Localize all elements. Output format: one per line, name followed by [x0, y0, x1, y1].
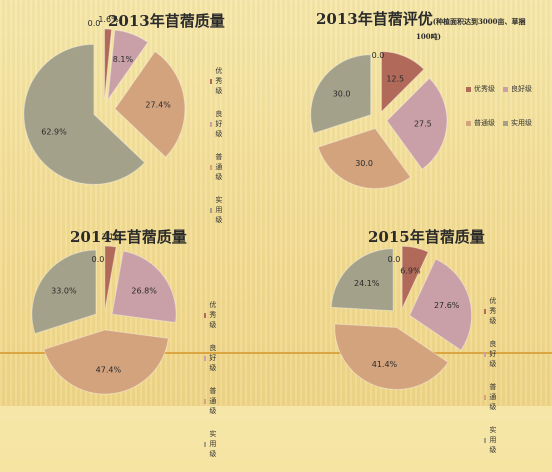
data-label: 27.5 [414, 120, 432, 129]
legend-item: 普通级 [484, 382, 499, 412]
legend-label: 优秀级 [209, 301, 217, 329]
legend-item: 良好级 [204, 343, 219, 373]
pie-slice-2 [107, 29, 149, 102]
data-label: 27.6% [434, 301, 460, 310]
pie-slice-2 [409, 258, 473, 351]
pie-chart-2014-quality: 3.1% 26.8% 47.4% 33.0% 0.0 [31, 232, 177, 395]
chart-title: 2013年苜蓿质量 [108, 12, 225, 30]
legend-2013-quality: 优秀级良好级普通级实用级 [210, 66, 225, 238]
legend-item: 实用级 [503, 118, 532, 128]
legend-label: 实用级 [489, 426, 497, 454]
chart-subtitle-line1: (种植面积达到3000亩、草捆 [432, 17, 526, 26]
legend-2013-evaluation: 优秀级 良好级普通级 实用级 [466, 84, 546, 128]
legend-swatch [484, 394, 487, 400]
pie-slice-4 [310, 54, 372, 134]
legend-swatch [484, 351, 487, 357]
legend-swatch [466, 120, 471, 126]
pie-slice-1 [104, 245, 117, 311]
legend-swatch [210, 121, 213, 127]
data-label: 6.9% [400, 267, 421, 276]
data-label: 12.5 [386, 74, 404, 83]
data-label: 8.1% [113, 55, 134, 64]
chart-title-main: 2013年苜蓿评优 [316, 10, 433, 28]
legend-swatch [204, 312, 207, 318]
pie-chart-2015-quality: 6.9% 27.6% 41.4% 24.1% 0.0 [330, 245, 473, 390]
data-label: 3.1% [101, 232, 122, 241]
legend-swatch [204, 441, 207, 447]
pie-slice-1 [104, 28, 113, 100]
data-label: 47.4% [96, 365, 122, 374]
legend-label: 普通级 [215, 153, 223, 181]
legend-label: 优秀级 [489, 297, 497, 325]
chart-title: 2015年苜蓿质量 [368, 228, 485, 246]
legend-item: 良好级 [484, 339, 499, 369]
data-label: 26.8% [131, 287, 157, 296]
pie-slice-1 [401, 245, 429, 309]
legend-item: 实用级 [210, 195, 225, 225]
legend-swatch [503, 86, 508, 92]
legend-label: 优秀级 [215, 67, 223, 95]
legend-item: 普通级 [466, 118, 495, 128]
legend-item: 良好级 [210, 109, 225, 139]
legend-item: 良好级 [503, 84, 532, 94]
pie-slice-2 [386, 77, 448, 170]
legend-item: 实用级 [484, 425, 499, 455]
legend-label: 普通级 [489, 383, 497, 411]
pie-slice-4 [31, 249, 97, 335]
data-label: 1.6% [98, 15, 119, 24]
pie-slice-3 [43, 329, 169, 395]
legend-item: 优秀级 [466, 84, 495, 94]
data-label: 41.4% [372, 360, 398, 369]
pie-chart-2013-evaluation: 12.5 27.5 30.0 30.0 0.0 [310, 51, 448, 190]
legend-label: 良好级 [209, 344, 217, 372]
data-label: 24.1% [354, 279, 380, 288]
data-label: 30.0 [355, 159, 373, 168]
legend-label: 优秀级 [474, 85, 495, 93]
pie-slice-1 [380, 51, 425, 113]
pie-slice-4 [23, 43, 146, 185]
chart-subtitle-line2: 100吨) [416, 32, 441, 41]
legend-label: 普通级 [474, 119, 495, 127]
legend-label: 良好级 [511, 85, 532, 93]
data-label: 27.4% [145, 101, 171, 110]
data-label: 30.0 [333, 90, 351, 99]
legend-item: 优秀级 [210, 66, 225, 96]
data-label: 33.0% [51, 287, 77, 296]
legend-label: 良好级 [489, 340, 497, 368]
divider-line [0, 352, 552, 354]
data-label-zero: 0.0 [92, 255, 105, 264]
legend-swatch [204, 398, 207, 404]
data-label-zero: 0.0 [88, 19, 101, 28]
chart-title: 2014年苜蓿质量 [70, 228, 187, 246]
legend-item: 实用级 [204, 429, 219, 459]
legend-label: 实用级 [511, 119, 532, 127]
legend-swatch [503, 120, 508, 126]
legend-label: 良好级 [215, 110, 223, 138]
legend-item: 优秀级 [204, 300, 219, 330]
legend-item: 普通级 [210, 152, 225, 182]
legend-label: 实用级 [215, 196, 223, 224]
legend-2015-quality: 优秀级良好级普通级实用级 [484, 296, 499, 468]
pie-chart-2013-quality: 1.6% 8.1% 27.4% 62.9% 0.0 [23, 15, 186, 185]
pie-slice-3 [317, 127, 412, 190]
legend-swatch [484, 437, 487, 443]
pie-slice-3 [114, 50, 186, 158]
legend-swatch [210, 78, 213, 84]
legend-swatch [484, 308, 487, 314]
pie-slice-4 [330, 248, 394, 312]
chart-title: 2013年苜蓿评优(种植面积达到3000亩、草捆 [316, 8, 526, 29]
legend-swatch [210, 207, 213, 213]
legend-item: 优秀级 [484, 296, 499, 326]
legend-swatch [204, 355, 207, 361]
data-label-zero: 0.0 [372, 51, 385, 60]
pie-slice-3 [334, 323, 449, 390]
pie-slice-2 [111, 250, 177, 324]
data-label: 62.9% [41, 127, 67, 136]
legend-swatch [210, 164, 213, 170]
data-label-zero: 0.0 [388, 255, 401, 264]
legend-swatch [466, 86, 471, 92]
legend-label: 实用级 [209, 430, 217, 458]
